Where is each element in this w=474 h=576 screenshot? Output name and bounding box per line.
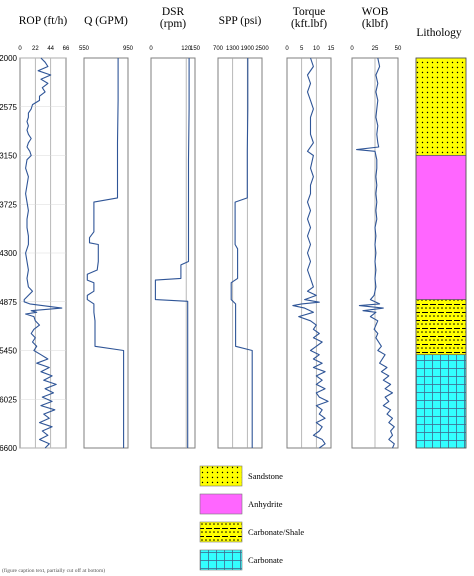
track-tick-label-rop: 44 — [47, 46, 54, 52]
lithology-frame — [415, 57, 467, 449]
track-tick-label-torque: 5 — [300, 46, 304, 52]
track-tick-label-q: 950 — [123, 46, 134, 52]
track-title-rop: ROP (ft/h) — [19, 15, 68, 27]
series-line-spp — [230, 58, 253, 448]
track-tick-label-rop: 22 — [32, 46, 39, 52]
track-tick-label-spp: 700 — [213, 46, 224, 52]
track-tick-label-torque: 15 — [328, 46, 335, 52]
series-line-wob — [356, 57, 395, 449]
lithology-interval — [415, 299, 467, 356]
lithology-interval — [415, 57, 467, 156]
depth-tick-label: 2575 — [0, 103, 18, 112]
legend-swatch — [199, 521, 243, 543]
depth-tick-label: 4875 — [0, 298, 18, 307]
legend-label: Sandstone — [248, 471, 283, 481]
track-title-spp: SPP (psi) — [219, 15, 262, 27]
track-tick-label-torque: 0 — [285, 46, 289, 52]
track-tick-label-dsr: 150 — [190, 46, 201, 52]
footer-note: (figure caption text, partially cut off … — [2, 567, 105, 574]
track-title-wob: WOB — [362, 6, 389, 18]
legend-swatch — [199, 549, 243, 571]
track-tick-label-spp: 1900 — [241, 46, 255, 52]
track-tick-label-q: 550 — [79, 46, 90, 52]
depth-tick-label: 3725 — [0, 200, 18, 209]
track-frame-dsr — [150, 57, 196, 449]
track-title-wob: (klbf) — [362, 18, 388, 30]
depth-tick-label: 2000 — [0, 54, 18, 63]
track-frame-spp — [217, 57, 263, 449]
depth-tick-label: 3150 — [0, 152, 18, 161]
series-line-dsr — [154, 58, 190, 448]
legend-label: Carbonate — [248, 555, 283, 565]
track-tick-label-wob: 25 — [372, 46, 379, 52]
depth-tick-label: 4300 — [0, 249, 18, 258]
track-frame-q — [83, 57, 129, 449]
legend-label: Anhydrite — [248, 499, 283, 509]
track-tick-label-wob: 50 — [395, 46, 402, 52]
track-tick-label-rop: 0 — [18, 46, 22, 52]
depth-tick-label: 5450 — [0, 347, 18, 356]
legend-swatch — [199, 493, 243, 515]
track-title-q: Q (GPM) — [84, 15, 128, 27]
series-line-torque — [292, 57, 329, 449]
series-line-q — [86, 58, 125, 448]
track-tick-label-dsr: 0 — [149, 46, 153, 52]
track-title-torque: Torque — [293, 6, 325, 18]
track-tick-label-torque: 10 — [313, 46, 320, 52]
track-title-dsr: DSR — [162, 6, 185, 18]
depth-tick-label: 6025 — [0, 395, 18, 404]
track-tick-label-spp: 2500 — [255, 46, 269, 52]
lithology-interval — [415, 354, 467, 449]
track-tick-label-wob: 0 — [350, 46, 354, 52]
track-title-torque: (kft.lbf) — [291, 18, 327, 30]
lithology-interval — [415, 155, 467, 300]
track-title-dsr: (rpm) — [160, 18, 186, 30]
track-frame-torque — [286, 57, 332, 449]
series-line-rop — [23, 57, 63, 449]
legend-label: Carbonate/Shale — [248, 527, 304, 537]
lithology-title: Lithology — [416, 27, 462, 39]
track-tick-label-rop: 66 — [63, 46, 70, 52]
track-tick-label-dsr: 120 — [181, 46, 192, 52]
track-tick-label-spp: 1300 — [226, 46, 240, 52]
depth-tick-label: 6600 — [0, 444, 18, 453]
legend-swatch — [199, 465, 243, 487]
